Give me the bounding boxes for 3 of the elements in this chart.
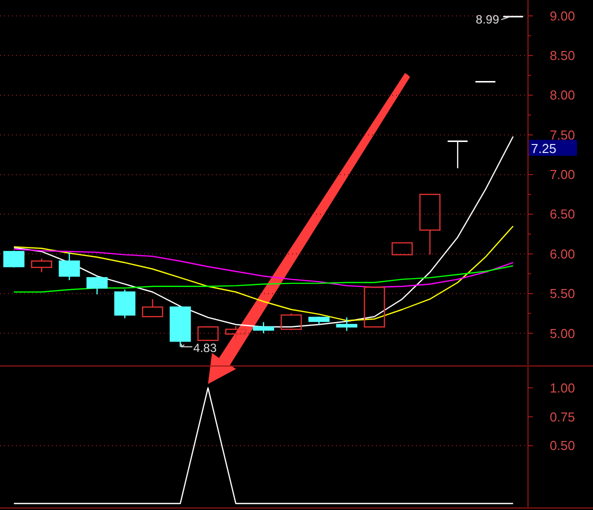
annotation: 4.83 xyxy=(193,340,217,355)
annotation: 8.99 xyxy=(476,12,500,27)
annotation: 7.25 xyxy=(531,140,556,156)
